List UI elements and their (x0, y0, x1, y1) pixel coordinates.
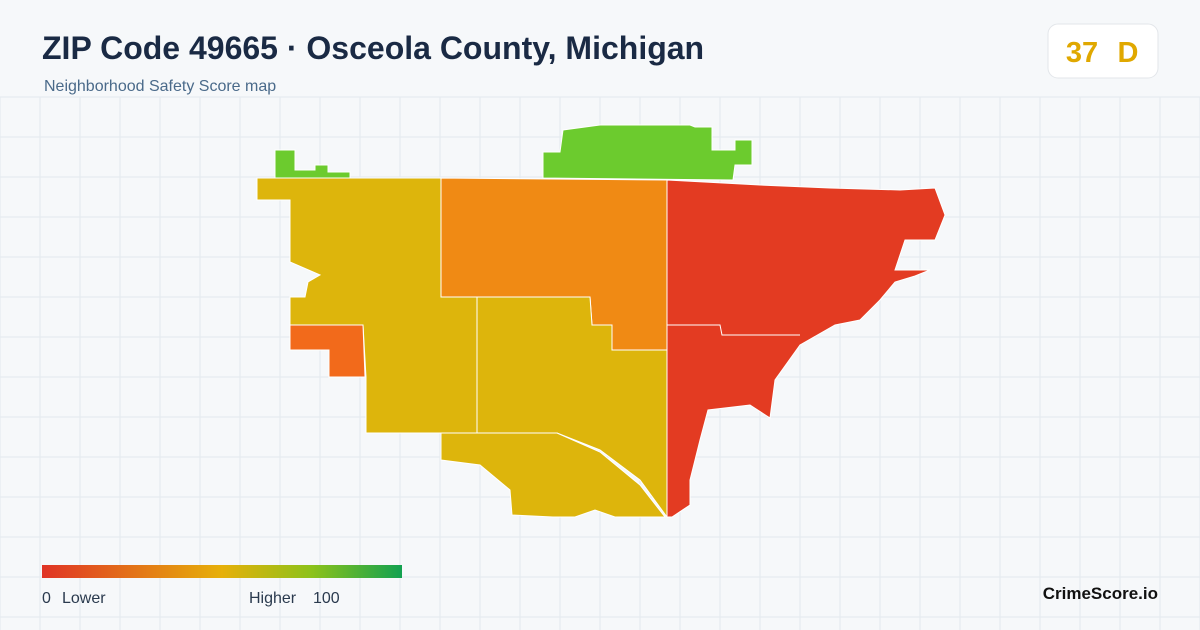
brand: CrimeScore.io (1043, 584, 1158, 603)
legend-gradient (42, 565, 402, 578)
legend-min: 0 (42, 590, 51, 607)
score: 37 (1066, 37, 1098, 69)
title: ZIP Code 49665 · Osceola County, Michiga… (42, 30, 704, 66)
grade: D (1118, 37, 1139, 69)
legend-max-label: Higher (249, 590, 297, 607)
subtitle: Neighborhood Safety Score map (44, 78, 276, 95)
region (666, 179, 946, 518)
region (440, 432, 667, 518)
region (542, 124, 753, 181)
region (289, 324, 366, 378)
legend-max: 100 (313, 590, 340, 607)
regions (256, 124, 946, 519)
legend-min-label: Lower (62, 590, 106, 607)
region-border (667, 324, 800, 336)
score-badge (1047, 23, 1159, 79)
